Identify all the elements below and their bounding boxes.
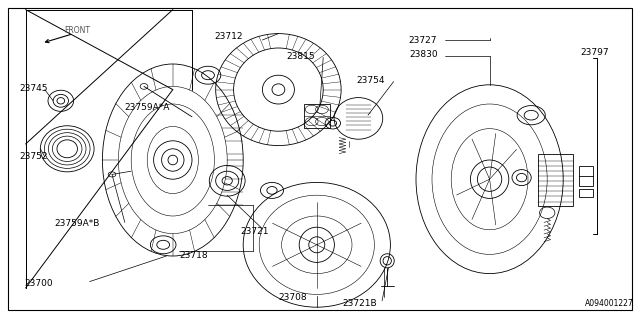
Bar [304,104,330,128]
Text: 23700: 23700 [24,279,53,288]
Text: 23759A*B: 23759A*B [54,220,100,228]
Text: 23721B: 23721B [342,299,377,308]
Text: 23745: 23745 [19,84,48,92]
Text: 23830: 23830 [410,50,438,59]
Text: 23752: 23752 [19,152,48,161]
Bar [538,154,573,206]
Bar [579,189,593,197]
Text: 23815: 23815 [287,52,316,60]
Text: 23708: 23708 [278,293,307,302]
Text: 23721: 23721 [240,228,269,236]
Text: 23759A*A: 23759A*A [125,103,170,112]
Text: 23712: 23712 [214,32,243,41]
Text: A094001227: A094001227 [585,299,634,308]
Text: 23718: 23718 [179,252,208,260]
Bar [579,166,593,186]
Text: 23754: 23754 [356,76,385,85]
Text: FRONT: FRONT [64,26,90,35]
Text: 23727: 23727 [408,36,437,44]
Text: 23797: 23797 [580,48,609,57]
